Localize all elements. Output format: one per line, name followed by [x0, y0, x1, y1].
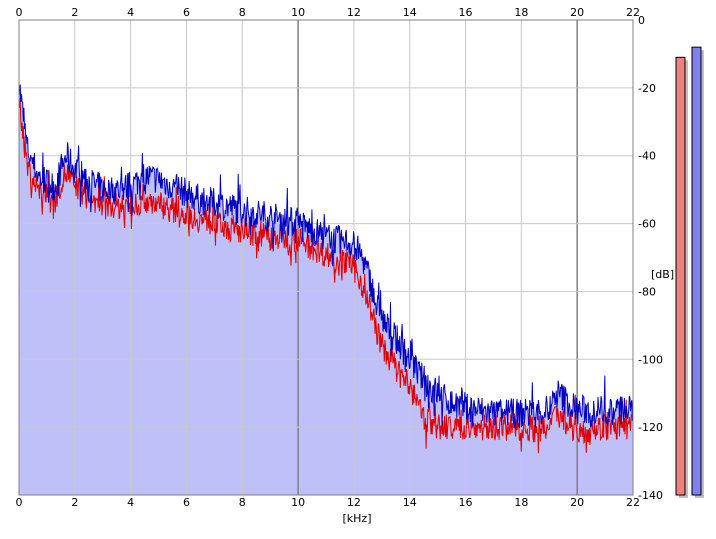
- level-meter-1: [675, 56, 686, 496]
- x-tick-label-bottom-12: 12: [347, 496, 361, 509]
- y-tick-label-80: -80: [638, 285, 656, 298]
- x-tick-label-top-4: 4: [127, 6, 134, 19]
- series-line-blue: [18, 84, 634, 429]
- x-tick-label-bottom-6: 6: [183, 496, 190, 509]
- x-tick-label-top-10: 10: [291, 6, 305, 19]
- x-tick-label-top-22: 22: [626, 6, 640, 19]
- x-tick-label-bottom-20: 20: [570, 496, 584, 509]
- y-tick-label-60: -60: [638, 218, 656, 231]
- x-tick-label-top-18: 18: [514, 6, 528, 19]
- x-tick-label-bottom-18: 18: [514, 496, 528, 509]
- plot-frame: [18, 19, 634, 496]
- x-tick-label-bottom-4: 4: [127, 496, 134, 509]
- y-tick-label-0: 0: [638, 14, 645, 27]
- x-axis-label: [kHz]: [343, 512, 372, 525]
- axis-labels: [kHz] [dB]: [343, 268, 675, 525]
- x-tick-label-top-2: 2: [71, 6, 78, 19]
- spectrum-area: [19, 84, 633, 495]
- y-tick-label-20: -20: [638, 82, 656, 95]
- level-meter-2: [691, 46, 702, 496]
- x-tick-label-bottom-0: 0: [16, 496, 23, 509]
- axis-ticks: 002244668810101212141416161818202022220-…: [16, 6, 663, 509]
- x-tick-label-top-12: 12: [347, 6, 361, 19]
- series-lines: [18, 19, 634, 496]
- series-line-red: [18, 97, 634, 454]
- x-tick-label-top-14: 14: [403, 6, 417, 19]
- x-tick-label-top-8: 8: [239, 6, 246, 19]
- x-tick-label-bottom-16: 16: [459, 496, 473, 509]
- x-tick-label-bottom-22: 22: [626, 496, 640, 509]
- y-tick-label-40: -40: [638, 150, 656, 163]
- y-tick-label-100: -100: [638, 353, 663, 366]
- y-tick-label-120: -120: [638, 421, 663, 434]
- x-tick-label-bottom-14: 14: [403, 496, 417, 509]
- x-tick-label-bottom-10: 10: [291, 496, 305, 509]
- spectrum-fill: [19, 84, 633, 495]
- y-axis-label: [dB]: [651, 268, 674, 281]
- x-tick-label-bottom-2: 2: [71, 496, 78, 509]
- level-meters: [675, 46, 704, 499]
- x-tick-label-top-16: 16: [459, 6, 473, 19]
- y-tick-label-140: -140: [638, 489, 663, 502]
- x-tick-label-bottom-8: 8: [239, 496, 246, 509]
- x-tick-label-top-6: 6: [183, 6, 190, 19]
- x-tick-label-top-20: 20: [570, 6, 584, 19]
- x-tick-label-top-0: 0: [16, 6, 23, 19]
